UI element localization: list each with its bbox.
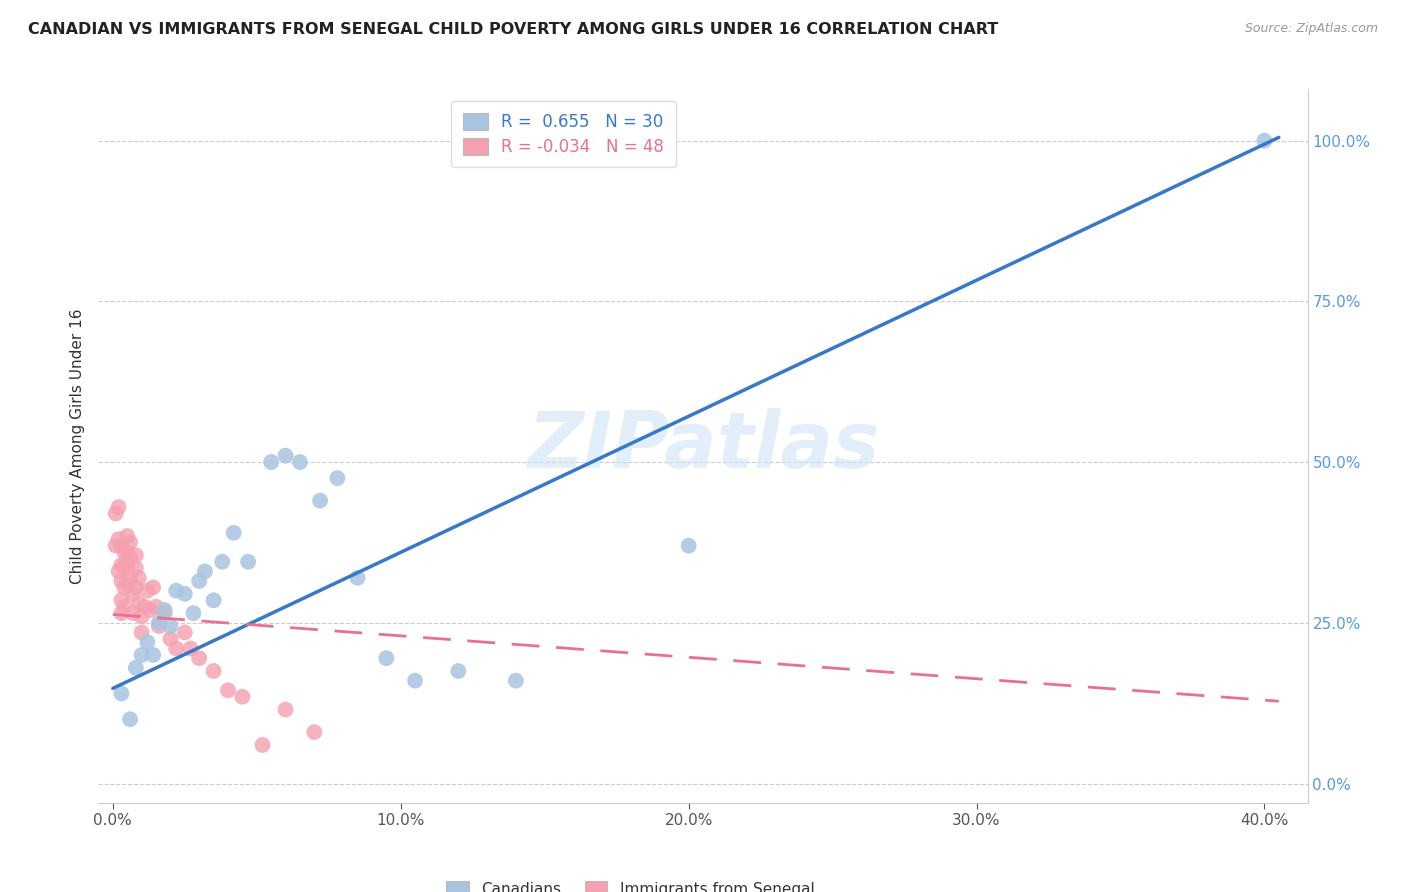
Point: [110, 539, 132, 553]
Point: [159, 632, 181, 646]
Point: [165, 641, 187, 656]
Point: [148, 615, 170, 630]
Point: [115, 529, 138, 543]
Point: [125, 561, 148, 575]
Point: [120, 571, 142, 585]
Point: [115, 561, 138, 575]
Point: [183, 606, 205, 620]
Point: [145, 599, 167, 614]
Point: [110, 606, 132, 620]
Point: [110, 686, 132, 700]
Point: [678, 539, 700, 553]
Y-axis label: Child Poverty Among Girls Under 16: Child Poverty Among Girls Under 16: [69, 309, 84, 583]
Text: CANADIAN VS IMMIGRANTS FROM SENEGAL CHILD POVERTY AMONG GIRLS UNDER 16 CORRELATI: CANADIAN VS IMMIGRANTS FROM SENEGAL CHIL…: [28, 22, 998, 37]
Point: [120, 535, 142, 549]
Point: [252, 738, 274, 752]
Point: [159, 619, 181, 633]
Point: [110, 593, 132, 607]
Point: [222, 525, 245, 540]
Point: [125, 661, 148, 675]
Point: [309, 493, 332, 508]
Point: [112, 581, 135, 595]
Point: [148, 619, 170, 633]
Point: [112, 599, 135, 614]
Point: [447, 664, 470, 678]
Point: [125, 549, 148, 563]
Point: [326, 471, 349, 485]
Point: [120, 551, 142, 566]
Point: [134, 599, 156, 614]
Point: [180, 641, 202, 656]
Point: [404, 673, 426, 688]
Legend: Canadians, Immigrants from Senegal: Canadians, Immigrants from Senegal: [440, 875, 821, 892]
Point: [107, 565, 129, 579]
Point: [110, 574, 132, 588]
Point: [125, 581, 148, 595]
Point: [194, 565, 217, 579]
Point: [142, 648, 165, 662]
Point: [202, 593, 225, 607]
Point: [107, 500, 129, 514]
Point: [104, 539, 127, 553]
Point: [153, 603, 176, 617]
Point: [115, 545, 138, 559]
Point: [112, 545, 135, 559]
Point: [128, 597, 150, 611]
Point: [288, 455, 311, 469]
Text: ZIPatlas: ZIPatlas: [527, 408, 879, 484]
Point: [260, 455, 283, 469]
Point: [202, 664, 225, 678]
Text: Source: ZipAtlas.com: Source: ZipAtlas.com: [1244, 22, 1378, 36]
Point: [107, 533, 129, 547]
Point: [505, 673, 527, 688]
Point: [131, 648, 153, 662]
Point: [375, 651, 398, 665]
Point: [217, 683, 239, 698]
Point: [274, 449, 297, 463]
Point: [274, 702, 297, 716]
Point: [139, 603, 162, 617]
Point: [122, 587, 145, 601]
Point: [346, 571, 368, 585]
Point: [211, 555, 233, 569]
Point: [142, 581, 165, 595]
Point: [304, 725, 326, 739]
Point: [131, 625, 153, 640]
Point: [131, 609, 153, 624]
Point: [136, 635, 159, 649]
Point: [153, 606, 176, 620]
Point: [112, 558, 135, 572]
Point: [120, 712, 142, 726]
Point: [231, 690, 253, 704]
Point: [136, 583, 159, 598]
Point: [110, 558, 132, 572]
Point: [173, 587, 195, 601]
Point: [165, 583, 187, 598]
Point: [1253, 134, 1275, 148]
Point: [173, 625, 195, 640]
Point: [122, 606, 145, 620]
Point: [188, 574, 211, 588]
Point: [188, 651, 211, 665]
Point: [236, 555, 259, 569]
Point: [104, 507, 127, 521]
Point: [128, 571, 150, 585]
Point: [115, 577, 138, 591]
